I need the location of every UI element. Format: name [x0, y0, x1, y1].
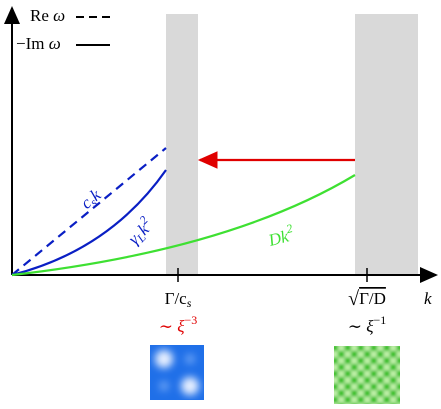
scale-label: ∼ ξ−1 — [348, 313, 387, 336]
tick-label: Γ/cs — [165, 289, 192, 310]
x-axis-label: k — [424, 289, 432, 308]
sound-label: csk — [77, 185, 106, 214]
tick-label: √Γ/D — [348, 288, 386, 310]
legend-re: Re ω — [30, 6, 65, 25]
gray-band — [355, 14, 418, 275]
scale-label: ∼ ξ−3 — [159, 313, 198, 336]
figure: Re ω −Im ω csk γLk2 Dk2 Γ/cs √Γ/D k ∼ ξ−… — [0, 0, 441, 409]
damping-label: γLk2 — [121, 213, 158, 250]
legend-im: −Im ω — [16, 34, 61, 53]
diffusion-label: Dk2 — [264, 221, 296, 250]
pattern-blue — [150, 345, 204, 400]
pattern-green — [330, 342, 404, 408]
gray-band — [166, 14, 198, 275]
